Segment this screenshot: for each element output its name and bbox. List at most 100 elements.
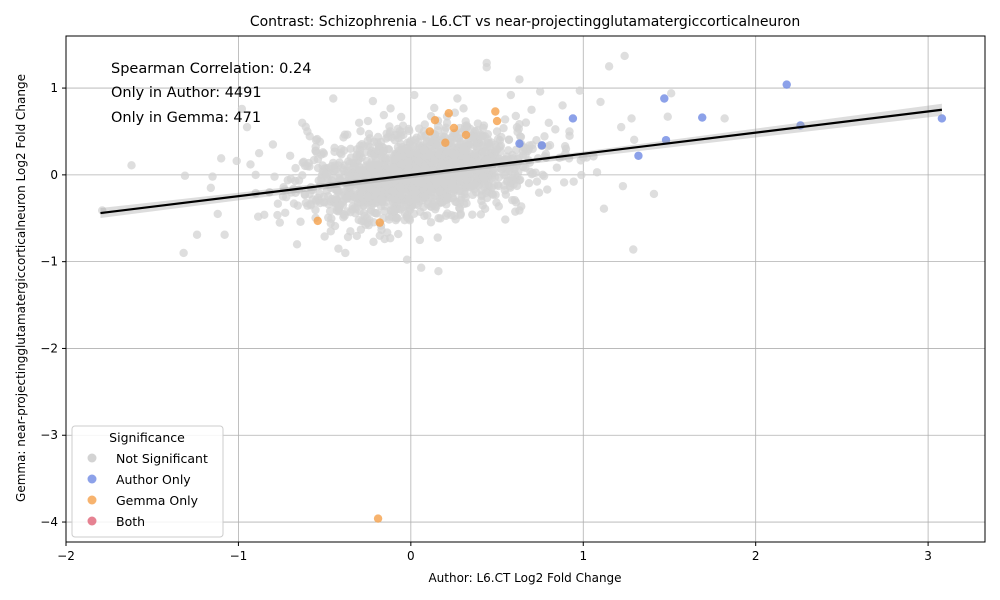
point-not-significant xyxy=(618,181,628,191)
cloud-point xyxy=(504,135,514,145)
cloud-point xyxy=(411,135,420,144)
cloud-point xyxy=(487,183,497,192)
cloud-point xyxy=(333,187,342,196)
point-not-significant xyxy=(334,244,343,253)
cloud-point xyxy=(500,115,510,124)
point-author-only xyxy=(660,94,669,103)
point-not-significant xyxy=(213,209,222,219)
point-gemma-only xyxy=(375,218,385,227)
only-in-gemma-text: Only in Gemma: 471 xyxy=(111,110,261,126)
point-not-significant xyxy=(663,112,672,121)
cloud-point xyxy=(540,132,549,141)
point-not-significant xyxy=(579,153,588,162)
point-not-significant xyxy=(620,51,629,61)
point-not-significant xyxy=(363,192,372,201)
cloud-point xyxy=(396,112,406,122)
legend-label-gemma-only: Gemma Only xyxy=(116,493,199,508)
cloud-point xyxy=(355,141,365,151)
point-not-significant xyxy=(320,232,329,241)
cloud-point xyxy=(291,163,300,173)
cloud-point xyxy=(630,135,639,145)
cloud-point xyxy=(421,191,430,201)
y-tick-label: −4 xyxy=(40,515,58,529)
point-not-significant xyxy=(180,171,190,180)
cloud-point xyxy=(338,198,347,207)
point-not-significant xyxy=(453,94,462,103)
point-not-significant xyxy=(666,89,676,98)
cloud-point xyxy=(433,175,442,184)
cloud-point xyxy=(355,180,365,189)
cloud-point xyxy=(309,155,319,165)
cloud-point xyxy=(435,187,444,196)
cloud-point xyxy=(460,187,469,196)
cloud-point xyxy=(541,149,551,159)
cloud-point xyxy=(511,111,521,121)
legend-title: Significance xyxy=(109,430,185,445)
cloud-point xyxy=(363,116,373,126)
cloud-point xyxy=(316,198,325,208)
point-gemma-only xyxy=(444,109,453,118)
point-not-significant xyxy=(260,210,269,219)
y-tick-label: −3 xyxy=(40,428,58,442)
cloud-point xyxy=(506,183,515,192)
cloud-point xyxy=(340,211,349,220)
point-not-significant xyxy=(561,144,571,154)
legend-marker-gemma-only xyxy=(87,495,97,505)
cloud-point xyxy=(455,123,464,133)
cloud-point xyxy=(534,188,544,197)
point-not-significant xyxy=(341,248,350,258)
cloud-point xyxy=(519,162,528,172)
cloud-point xyxy=(350,193,360,202)
x-tick-label: 2 xyxy=(752,549,760,563)
axes-frame xyxy=(65,35,986,543)
cloud-point xyxy=(480,204,490,214)
cloud-point xyxy=(477,196,486,206)
point-not-significant xyxy=(565,127,574,136)
point-not-significant xyxy=(458,170,467,180)
cloud-point xyxy=(327,214,336,223)
point-not-significant xyxy=(527,105,536,114)
cloud-point xyxy=(364,129,374,139)
cloud-point xyxy=(501,190,511,199)
cloud-point xyxy=(380,179,389,189)
x-tick-label: −2 xyxy=(57,549,75,563)
point-not-significant xyxy=(306,201,316,210)
cloud-point xyxy=(339,146,349,155)
point-gemma-only xyxy=(449,123,459,133)
cloud-point xyxy=(420,163,430,172)
only-in-author-text: Only in Author: 4491 xyxy=(111,85,262,101)
cloud-point xyxy=(491,190,500,199)
point-author-only xyxy=(634,151,643,160)
cloud-point xyxy=(369,237,378,247)
point-not-significant xyxy=(599,204,609,213)
cloud-point xyxy=(492,142,501,152)
cloud-point xyxy=(372,160,381,170)
cloud-point xyxy=(179,248,188,258)
cloud-point xyxy=(397,190,406,200)
point-not-significant xyxy=(396,205,405,214)
stats-annotations: Spearman Correlation: 0.24 Only in Autho… xyxy=(111,61,311,126)
cloud-point xyxy=(340,130,350,139)
legend-label-not-significant: Not Significant xyxy=(116,451,208,466)
cloud-point xyxy=(387,164,397,173)
point-not-significant xyxy=(368,96,378,106)
point-author-only xyxy=(537,141,547,150)
cloud-point xyxy=(346,227,355,236)
cloud-point xyxy=(350,203,360,212)
cloud-point xyxy=(433,233,442,242)
cloud-point xyxy=(410,188,420,197)
cloud-point xyxy=(494,202,504,211)
x-tick-label: 1 xyxy=(579,549,587,563)
cloud-point xyxy=(273,199,283,208)
cloud-point xyxy=(415,235,425,245)
point-not-significant xyxy=(629,245,638,254)
cloud-point xyxy=(386,234,395,243)
cloud-point xyxy=(521,118,531,127)
cloud-point xyxy=(501,215,510,224)
cloud-point xyxy=(468,190,477,200)
cloud-point xyxy=(335,158,344,167)
regression-line-layer xyxy=(100,103,943,219)
point-not-significant xyxy=(285,151,295,160)
point-not-significant xyxy=(192,230,202,239)
point-not-significant xyxy=(492,127,502,136)
